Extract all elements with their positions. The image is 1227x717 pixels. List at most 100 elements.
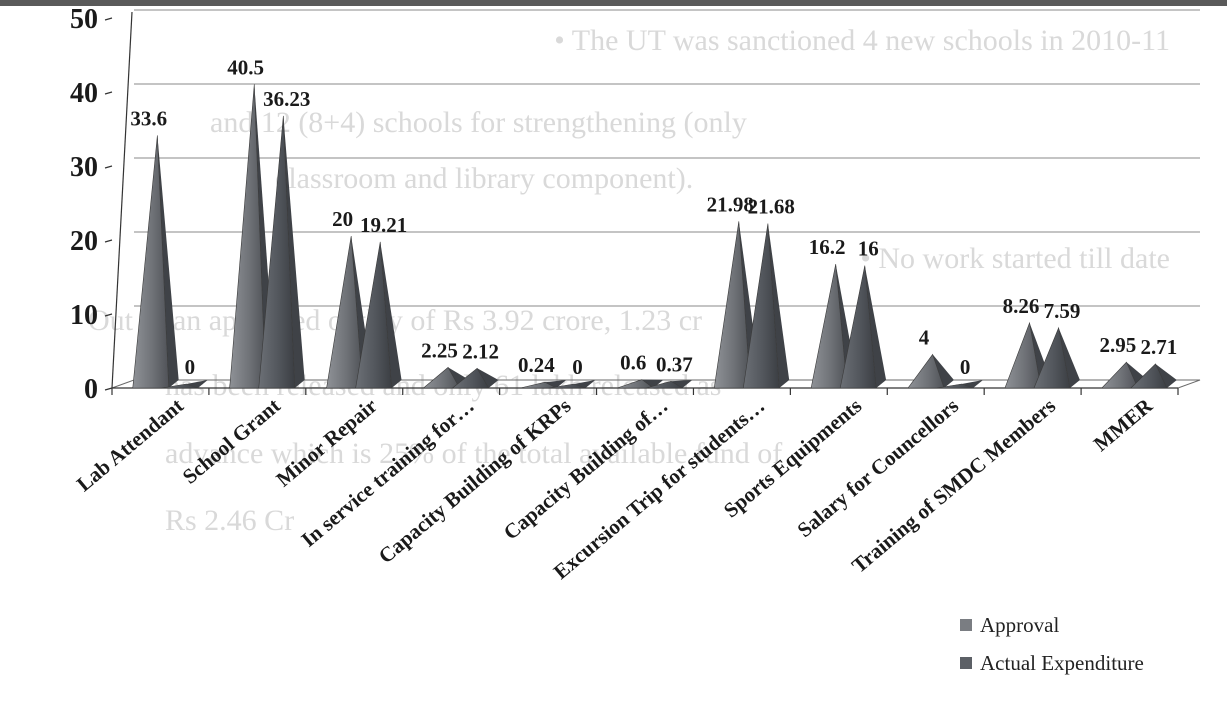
legend-label: Approval: [980, 613, 1059, 637]
bar-side-face: [380, 241, 402, 388]
data-label: 0.6: [620, 351, 646, 375]
bar-front-face: [646, 380, 684, 389]
data-label: 0: [185, 355, 196, 379]
bar-actual-expenditure: [549, 380, 596, 389]
bar-front-face: [617, 379, 655, 389]
bar-front-face: [937, 383, 974, 389]
bar-front-face: [810, 264, 848, 389]
data-label: 16.2: [809, 235, 846, 259]
data-label: 2.25: [421, 338, 458, 362]
y-tick-mark: [104, 17, 113, 21]
background-text-line: advance which is 25% of the total availa…: [165, 437, 782, 470]
bar-side-face: [641, 379, 664, 388]
bar-side-face: [477, 368, 499, 388]
y-tick-mark: [104, 387, 113, 391]
legend: Approval Actual Expenditure: [960, 613, 1144, 675]
bar-actual-expenditure: [937, 380, 984, 389]
bars: [132, 84, 1177, 389]
top-frame-border: [0, 0, 1227, 6]
bar-front-face: [258, 115, 296, 389]
bar-side-face: [545, 380, 567, 388]
data-label: 2.95: [1099, 333, 1136, 357]
bar-actual-expenditure: [451, 367, 499, 389]
background-text-line: Rs 2.46 Cr: [165, 504, 294, 537]
data-label: 33.6: [130, 106, 167, 130]
bar-side-face: [1155, 363, 1177, 388]
bar-front-face: [1004, 321, 1042, 389]
bar-front-face: [132, 135, 170, 389]
bar-side-face: [283, 115, 305, 388]
bar-front-face: [549, 383, 586, 389]
bar-side-face: [670, 380, 693, 388]
legend-swatch: [960, 619, 972, 631]
data-label: 7.59: [1044, 299, 1081, 323]
legend-swatch: [960, 657, 972, 669]
bar-approval: [520, 380, 567, 389]
bar-actual-expenditure: [839, 265, 887, 389]
bar-front-face: [742, 223, 780, 389]
legend-label: Actual Expenditure: [980, 651, 1144, 675]
bar-actual-expenditure: [355, 241, 402, 389]
bar-front-face: [520, 381, 557, 389]
bar-front-face: [326, 235, 363, 389]
y-tick-mark: [104, 165, 113, 169]
category-label: Capacity Building of KRPs: [374, 393, 576, 568]
data-labels: 33.6 0 40.5 36.23 20 19.21 2.25 2.12 0.24 0 0.6 0.3…: [130, 55, 1177, 379]
bar-front-face: [1101, 361, 1139, 389]
background-text-line: • The UT was sanctioned 4 new schools in…: [554, 24, 1170, 57]
data-label: 19.21: [360, 213, 407, 237]
bar-side-face: [932, 354, 954, 388]
bar-actual-expenditure: [161, 380, 208, 389]
bar-front-face: [1130, 363, 1168, 389]
bar-front-face: [422, 366, 460, 389]
bar-front-face: [355, 241, 392, 389]
bar-side-face: [961, 380, 984, 388]
category-label: MMER: [1089, 393, 1158, 456]
bar-front-face: [839, 265, 877, 389]
data-label: 21.68: [748, 195, 795, 219]
data-label: 4: [919, 325, 930, 349]
bar-actual-expenditure: [1130, 363, 1177, 389]
bar-side-face: [864, 265, 887, 388]
data-label: 0: [572, 355, 583, 379]
bar-side-face: [186, 380, 208, 388]
data-label: 16: [858, 237, 879, 261]
data-label: 8.26: [1003, 294, 1040, 318]
data-label: 40.5: [227, 55, 264, 79]
data-label: 0: [960, 355, 971, 379]
data-label: 20: [332, 207, 353, 231]
bar-front-face: [161, 383, 198, 389]
background-text-line: Out of an approved outlay of Rs 3.92 cro…: [88, 304, 702, 337]
data-label: 36.23: [263, 87, 310, 111]
bar-actual-expenditure: [646, 380, 693, 389]
y-tick-label: 30: [70, 152, 98, 183]
y-tick-label: 10: [70, 300, 98, 331]
bar-front-face: [713, 221, 751, 389]
data-label: 2.71: [1141, 335, 1178, 359]
data-label: 0.24: [518, 353, 555, 377]
y-tick-label: 20: [70, 226, 98, 257]
bar-approval: [907, 353, 954, 389]
background-text-line: and 12 (8+4) schools for strengthening (…: [210, 106, 747, 139]
y-tick-mark: [104, 313, 113, 317]
data-label: 0.37: [656, 352, 693, 376]
y-axis-line: [111, 11, 133, 389]
category-label: Salary for Councellors: [793, 393, 964, 542]
bar-approval: [132, 135, 179, 389]
y-tick-label: 40: [70, 78, 98, 109]
bar-actual-expenditure: [258, 115, 305, 389]
bar-approval: [617, 379, 664, 389]
data-label: 2.12: [462, 339, 499, 363]
category-label: Training of SMDC Members: [847, 393, 1060, 577]
bar-front-face: [1033, 326, 1071, 389]
category-label: In service training for…: [297, 393, 479, 551]
bar-side-face: [1058, 327, 1080, 388]
bar-side-face: [157, 135, 179, 388]
data-label: 21.98: [707, 192, 754, 216]
bar-front-face: [907, 353, 945, 389]
y-tick-label: 0: [84, 374, 98, 405]
bar-actual-expenditure: [1033, 326, 1080, 389]
